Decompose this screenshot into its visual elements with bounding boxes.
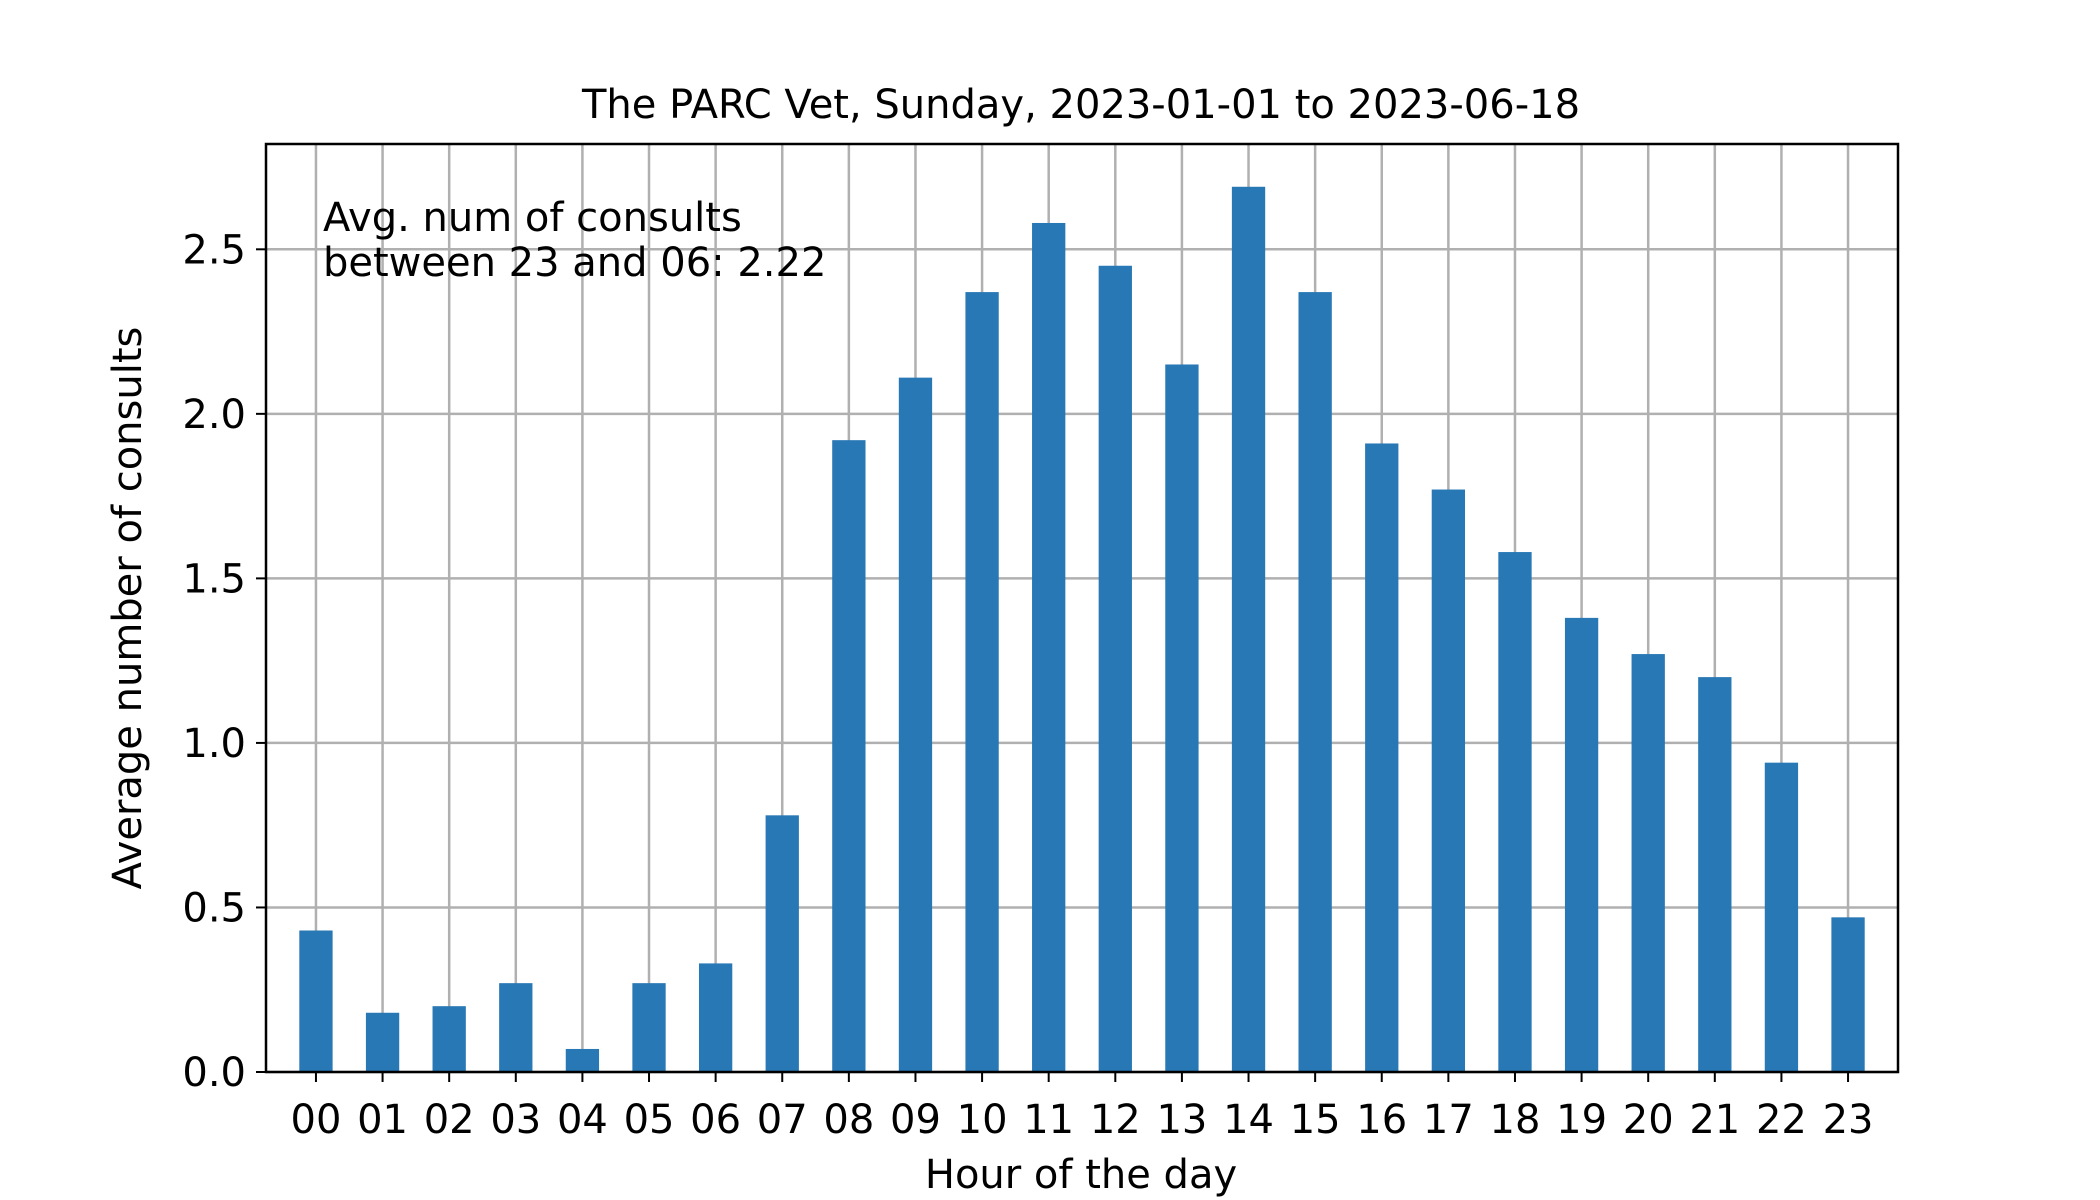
x-tick-label: 13 (1156, 1097, 1207, 1143)
bar-22 (1764, 762, 1799, 1072)
bar-15 (1298, 292, 1332, 1073)
x-tick-label: 09 (890, 1097, 941, 1143)
bar-11 (1032, 222, 1066, 1072)
x-axis-label: Hour of the day (925, 1152, 1237, 1198)
x-tick-label: 21 (1689, 1097, 1740, 1143)
bar-06 (698, 963, 733, 1072)
y-axis-label: Average number of consults (105, 327, 151, 890)
bar-12 (1098, 265, 1132, 1072)
bar-21 (1698, 677, 1732, 1072)
x-tick-label: 23 (1823, 1097, 1874, 1143)
y-tick-label: 2.5 (182, 227, 246, 273)
bar-18 (1498, 552, 1532, 1072)
bars-group (299, 186, 1865, 1073)
y-tick-label: 0.0 (182, 1050, 246, 1096)
y-tick-label: 0.5 (182, 885, 246, 931)
y-tick-label: 1.5 (182, 556, 246, 602)
annotation-line-1: Avg. num of consults (323, 195, 742, 241)
x-tick-label: 02 (424, 1097, 475, 1143)
x-tick-label: 04 (557, 1097, 608, 1143)
bar-02 (432, 1006, 466, 1072)
x-tick-label: 12 (1090, 1097, 1141, 1143)
bar-09 (898, 377, 933, 1072)
x-tick-label: 22 (1756, 1097, 1807, 1143)
bar-01 (365, 1012, 400, 1072)
chart-title: The PARC Vet, Sunday, 2023-01-01 to 2023… (581, 82, 1580, 128)
x-tick-label: 19 (1556, 1097, 1607, 1143)
bar-07 (765, 815, 799, 1072)
x-tick-label: 14 (1223, 1097, 1274, 1143)
x-tick-label: 16 (1356, 1097, 1407, 1143)
bar-13 (1165, 364, 1199, 1072)
axis-ticks: 00 01 02 03 04 05 06 07 08 09 10 11 12 13 14 15 16 17 18 19… (182, 227, 1873, 1143)
bar-05 (632, 983, 666, 1072)
x-tick-label: 05 (624, 1097, 675, 1143)
x-tick-label: 08 (823, 1097, 874, 1143)
bar-23 (1831, 917, 1865, 1072)
bar-16 (1365, 443, 1399, 1072)
x-tick-label: 15 (1290, 1097, 1341, 1143)
bar-10 (965, 292, 999, 1073)
y-tick-label: 2.0 (182, 392, 246, 438)
x-tick-label: 20 (1623, 1097, 1674, 1143)
bar-04 (565, 1048, 600, 1072)
x-tick-label: 01 (357, 1097, 408, 1143)
bar-17 (1431, 489, 1466, 1072)
plot-frame (264, 142, 1900, 1074)
x-tick-label: 11 (1023, 1097, 1074, 1143)
bar-19 (1564, 617, 1599, 1072)
annotation-line-2: between 23 and 06: 2.22 (323, 240, 826, 286)
x-tick-label: 10 (957, 1097, 1008, 1143)
x-tick-label: 06 (690, 1097, 741, 1143)
y-tick-label: 1.0 (182, 721, 246, 767)
x-tick-label: 18 (1490, 1097, 1541, 1143)
bar-03 (499, 983, 533, 1072)
bar-08 (832, 440, 866, 1072)
x-tick-label: 00 (291, 1097, 342, 1143)
x-tick-label: 17 (1423, 1097, 1474, 1143)
bar-00 (299, 930, 333, 1072)
x-tick-label: 07 (757, 1097, 808, 1143)
bar-14 (1231, 186, 1266, 1072)
x-tick-label: 03 (490, 1097, 541, 1143)
bar-20 (1631, 654, 1665, 1072)
